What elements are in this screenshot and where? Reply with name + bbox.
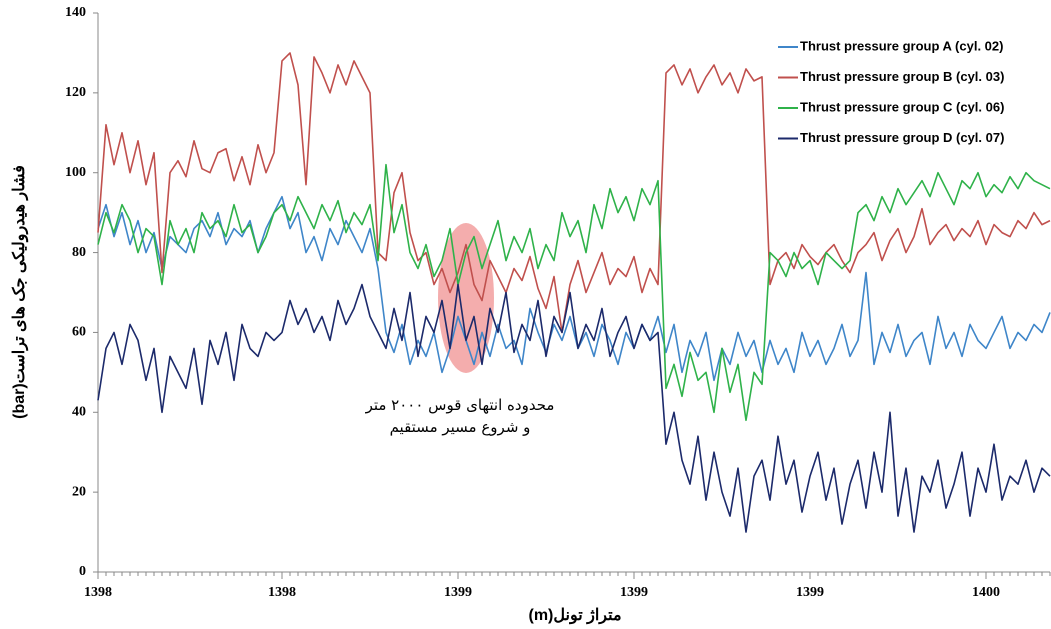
y-tick-label: 40 xyxy=(72,405,86,420)
y-tick-label: 100 xyxy=(65,165,86,180)
x-tick-label: 1400 xyxy=(972,585,1000,600)
legend-label: Thrust pressure group B (cyl. 03) xyxy=(800,69,1004,84)
series-line xyxy=(97,52,1051,334)
x-tick-label: 1399 xyxy=(444,585,472,600)
series-line xyxy=(97,283,1051,533)
y-tick-label: 20 xyxy=(72,484,86,499)
x-tick-label: 1398 xyxy=(84,585,112,600)
legend-label: Thrust pressure group C (cyl. 06) xyxy=(800,99,1004,114)
y-tick-label: 80 xyxy=(72,245,86,260)
series-line xyxy=(97,163,1051,422)
x-tick-label: 1399 xyxy=(796,585,824,600)
y-tick-label: 120 xyxy=(65,85,86,100)
x-tick-label: 1398 xyxy=(268,585,296,600)
annotation: و شروع مسیر مستقیم xyxy=(390,418,531,436)
x-axis-title: متراژ تونل(m) xyxy=(528,607,621,625)
y-tick-label: 140 xyxy=(65,5,86,20)
y-axis-title: فشار هیدرولیکی جک های تراست(bar) xyxy=(11,165,29,419)
legend-label: Thrust pressure group D (cyl. 07) xyxy=(800,130,1004,145)
legend-label: Thrust pressure group A (cyl. 02) xyxy=(800,38,1003,53)
y-tick-label: 60 xyxy=(72,325,86,340)
series-line xyxy=(97,195,1051,382)
x-tick-label: 1399 xyxy=(620,585,648,600)
y-tick-label: 0 xyxy=(79,564,86,579)
annotation: محدوده انتهای قوس ۲۰۰۰ متر xyxy=(365,396,555,414)
